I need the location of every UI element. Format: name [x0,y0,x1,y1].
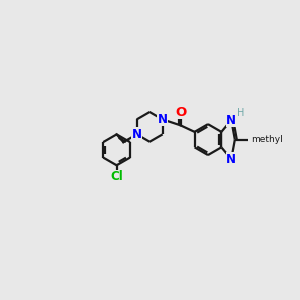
Text: N: N [226,153,236,166]
Text: N: N [226,113,236,127]
Text: methyl: methyl [251,135,283,144]
Text: H: H [237,109,244,118]
Text: Cl: Cl [110,170,123,183]
Text: N: N [132,128,142,141]
Text: N: N [158,113,168,126]
Text: O: O [175,106,186,119]
